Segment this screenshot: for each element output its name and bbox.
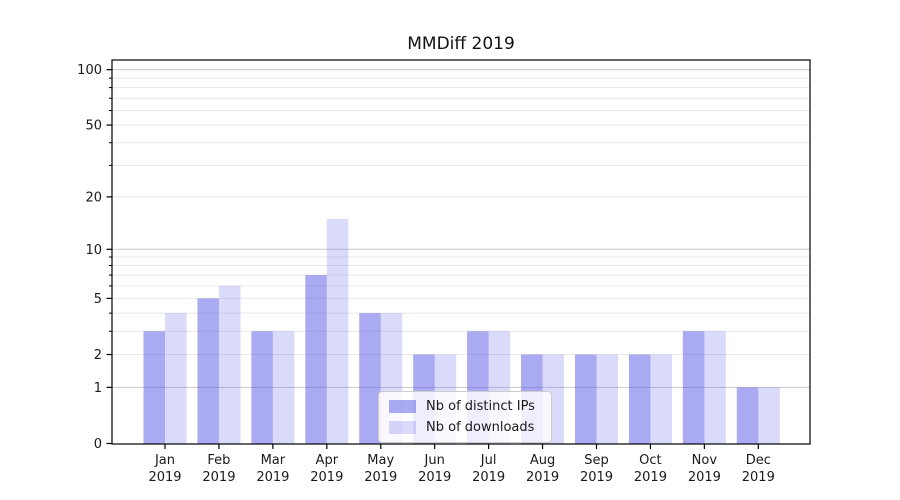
x-axis-year-label-jun: 2019 <box>418 470 451 485</box>
bar-nb-of-distinct-ips-dec <box>736 387 759 444</box>
x-axis-year-label-feb: 2019 <box>202 470 235 485</box>
x-axis-month-label-apr: Apr <box>316 453 339 468</box>
bar-nb-of-downloads-dec <box>758 387 780 444</box>
x-axis-year-label-apr: 2019 <box>310 470 343 485</box>
legend-item-distinct-ips: Nb of distinct IPs <box>389 399 539 414</box>
bar-nb-of-distinct-ips-nov <box>682 331 705 444</box>
x-axis-month-label-may: May <box>367 453 394 468</box>
plot-border <box>111 59 811 445</box>
bar-nb-of-downloads-jan <box>165 313 187 444</box>
y-axis-tick-label: 5 <box>94 292 102 307</box>
x-axis-year-label-dec: 2019 <box>742 470 775 485</box>
bar-nb-of-distinct-ips-jan <box>143 331 165 444</box>
bar-nb-of-downloads-oct <box>650 354 672 444</box>
legend-label-distinct-ips: Nb of distinct IPs <box>426 399 535 414</box>
y-axis-tick-label: 50 <box>85 119 102 134</box>
x-axis-month-label-jul: Jul <box>480 453 497 468</box>
x-axis-year-label-jul: 2019 <box>472 470 505 485</box>
bar-nb-of-downloads-sep <box>596 354 618 444</box>
legend-swatch-downloads <box>389 421 416 434</box>
y-axis-tick-label: 20 <box>85 190 102 205</box>
x-axis-month-label-aug: Aug <box>530 453 555 468</box>
bar-nb-of-distinct-ips-apr <box>305 275 327 444</box>
x-axis-year-label-mar: 2019 <box>256 470 289 485</box>
x-axis-year-label-aug: 2019 <box>526 470 559 485</box>
x-axis-year-label-oct: 2019 <box>634 470 667 485</box>
bar-nb-of-distinct-ips-oct <box>628 354 651 444</box>
x-axis-year-label-jan: 2019 <box>148 470 181 485</box>
x-axis-year-label-sep: 2019 <box>580 470 613 485</box>
x-axis-month-label-jan: Jan <box>154 453 175 468</box>
x-axis-month-label-dec: Dec <box>746 453 771 468</box>
bar-nb-of-downloads-feb <box>218 285 241 444</box>
bar-nb-of-downloads-mar <box>272 331 295 444</box>
x-axis-month-label-nov: Nov <box>692 453 718 468</box>
x-axis-month-label-feb: Feb <box>207 453 230 468</box>
bar-nb-of-distinct-ips-may <box>359 313 381 444</box>
x-axis-month-label-mar: Mar <box>261 453 286 468</box>
x-axis-year-label-may: 2019 <box>364 470 397 485</box>
legend: Nb of distinct IPs Nb of downloads <box>378 391 552 443</box>
bar-nb-of-downloads-nov <box>704 331 726 444</box>
bar-nb-of-distinct-ips-sep <box>574 354 597 444</box>
bar-nb-of-distinct-ips-feb <box>197 298 219 444</box>
bar-nb-of-distinct-ips-mar <box>251 331 273 444</box>
bar-nb-of-downloads-apr <box>326 218 349 444</box>
chart-title: MMDiff 2019 <box>407 34 515 54</box>
legend-label-downloads: Nb of downloads <box>426 420 535 435</box>
y-axis-tick-label: 1 <box>94 381 102 396</box>
y-axis-tick-label: 100 <box>77 63 102 78</box>
y-axis-tick-label: 10 <box>85 243 102 258</box>
x-axis-year-label-nov: 2019 <box>688 470 721 485</box>
y-axis-tick-label: 2 <box>94 348 102 363</box>
legend-swatch-distinct-ips <box>389 400 416 413</box>
legend-item-downloads: Nb of downloads <box>389 420 539 435</box>
x-axis-month-label-jun: Jun <box>424 453 445 468</box>
y-axis-tick-label: 0 <box>94 437 102 452</box>
x-axis-month-label-sep: Sep <box>584 453 609 468</box>
x-axis-month-label-oct: Oct <box>639 453 661 468</box>
